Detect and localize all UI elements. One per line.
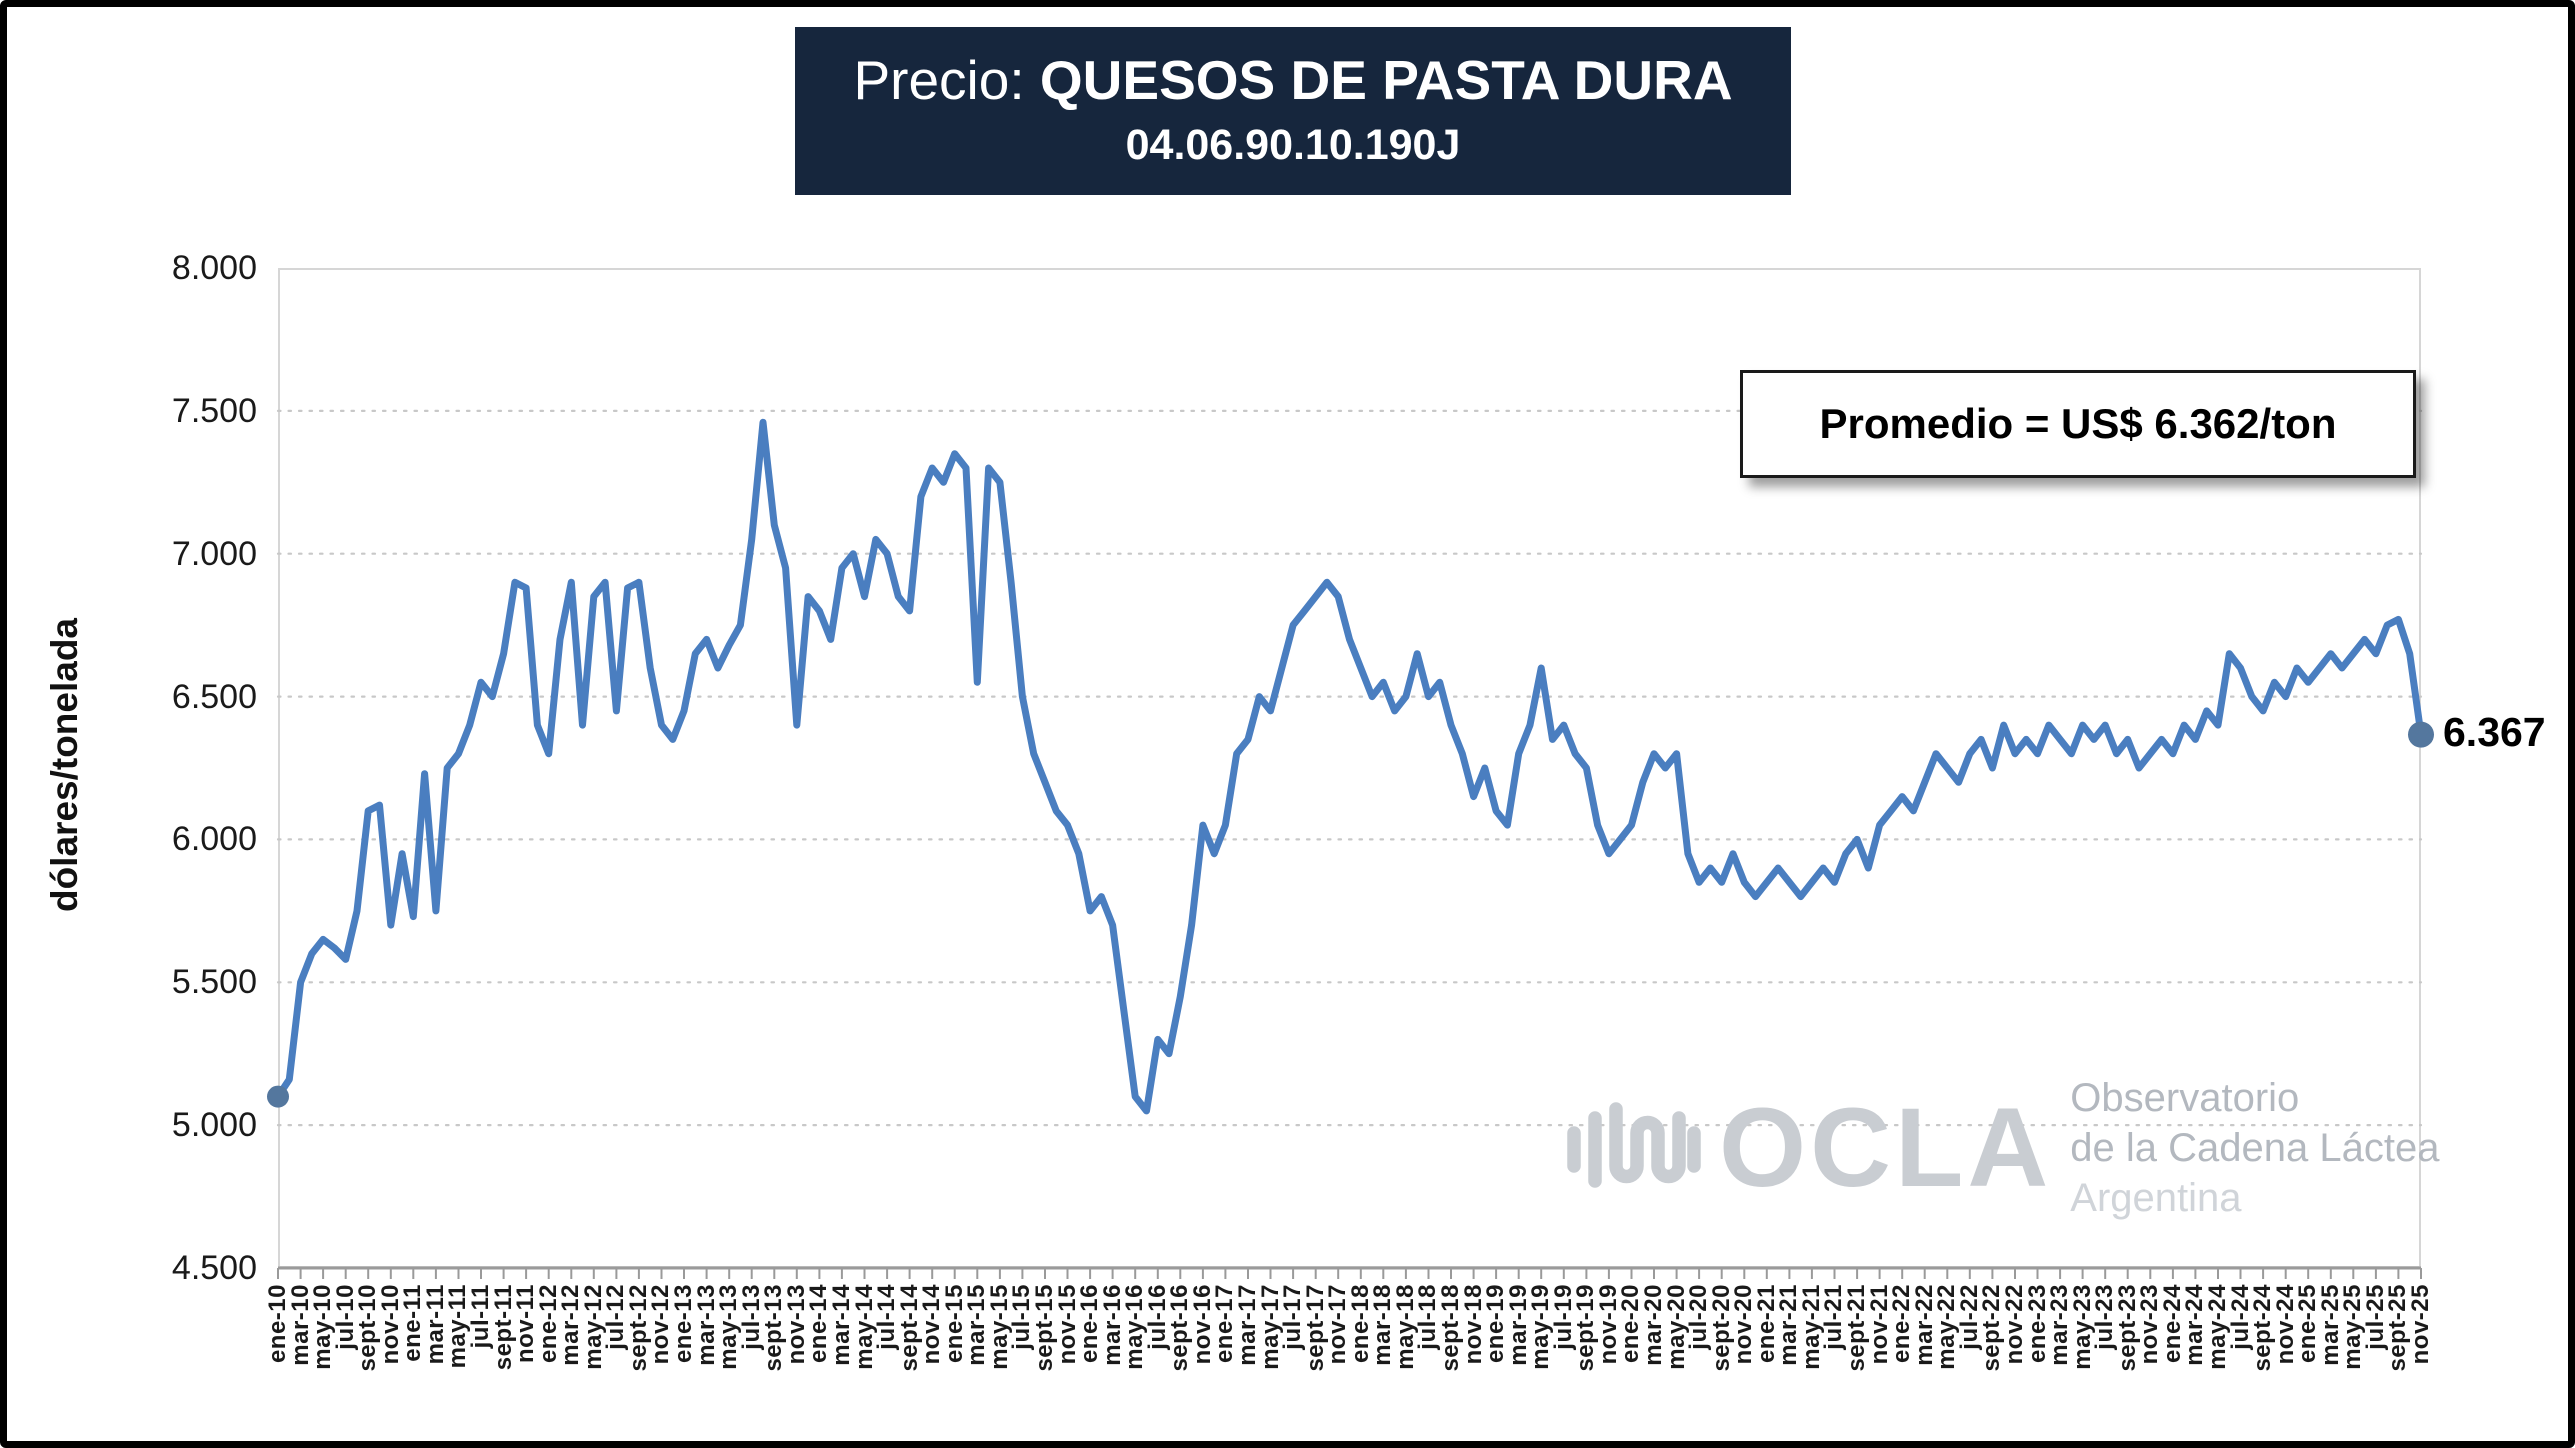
title-prefix: Precio:: [853, 49, 1040, 111]
last-point-marker: [2408, 721, 2434, 748]
ocla-subtext: Observatorio de la Cadena Láctea Argenti…: [2070, 1073, 2439, 1223]
title-main: QUESOS DE PASTA DURA: [1039, 49, 1733, 111]
x-tick-label: nov-25: [2407, 1284, 2434, 1365]
y-tick-label: 7.000: [171, 534, 257, 573]
last-value-label: 6.367: [2443, 708, 2546, 755]
y-tick-label: 7.500: [171, 391, 257, 430]
promedio-text: Promedio = US$ 6.362/ton: [1819, 400, 2337, 447]
watermark-line1: Observatorio: [2070, 1076, 2300, 1120]
ocla-waveform-icon: [1567, 1102, 1701, 1188]
y-tick-label: 8.000: [171, 249, 257, 287]
promedio-annotation-box: Promedio = US$ 6.362/ton: [1740, 370, 2416, 478]
y-tick-label: 6.500: [171, 677, 257, 716]
y-axis-title: dólares/tonelada: [44, 617, 85, 913]
watermark-line3: Argentina: [2070, 1176, 2242, 1220]
chart-title: Precio: QUESOS DE PASTA DURA: [805, 47, 1781, 113]
title-box: Precio: QUESOS DE PASTA DURA 04.06.90.10…: [795, 27, 1791, 195]
y-tick-label: 5.000: [171, 1106, 257, 1145]
y-tick-label: 5.500: [171, 963, 257, 1002]
product-code: 04.06.90.10.190J: [1125, 121, 1461, 169]
price-line: [274, 418, 2425, 1115]
y-tick-label: 4.500: [171, 1249, 257, 1287]
ocla-logo-text: OCLA: [1719, 1085, 2053, 1210]
ocla-watermark: OCLA Observatorio de la Cadena Láctea Ar…: [1559, 1073, 2439, 1223]
first-point-marker: [267, 1085, 289, 1108]
watermark-line2: de la Cadena Láctea: [2070, 1126, 2440, 1170]
y-tick-label: 6.000: [171, 820, 257, 859]
